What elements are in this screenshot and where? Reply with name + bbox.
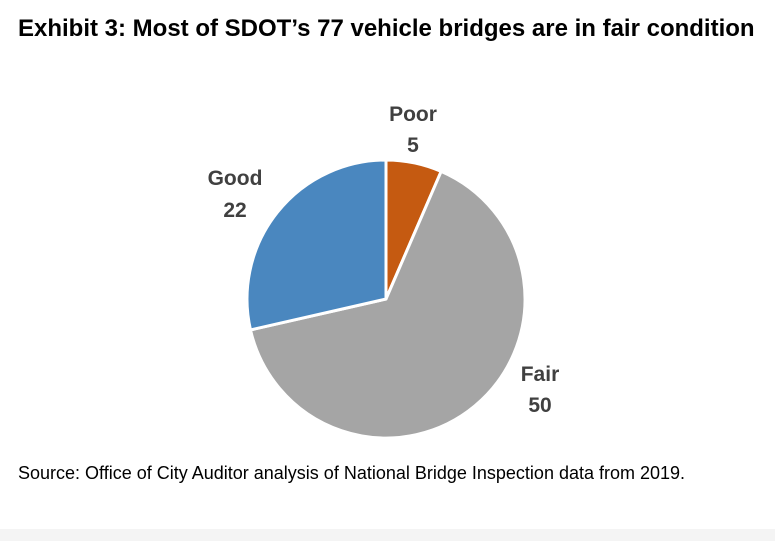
pie-slice-fair <box>248 169 527 440</box>
bottom-strip <box>0 529 775 541</box>
slice-value-fair: 50 <box>528 394 551 417</box>
pie-labels: Poor 5 Fair 50 Good 22 <box>208 103 560 417</box>
source-note: Source: Office of City Auditor analysis … <box>18 463 686 483</box>
pie-slice-good <box>245 158 388 332</box>
exhibit-title: Exhibit 3: Most of SDOT’s 77 vehicle bri… <box>18 15 755 42</box>
slice-label-good: Good <box>208 167 263 190</box>
pie-slices <box>245 158 527 440</box>
slice-label-poor: Poor <box>389 103 437 126</box>
slice-value-poor: 5 <box>407 134 419 157</box>
slice-label-fair: Fair <box>521 363 560 386</box>
slice-value-good: 22 <box>223 199 246 222</box>
